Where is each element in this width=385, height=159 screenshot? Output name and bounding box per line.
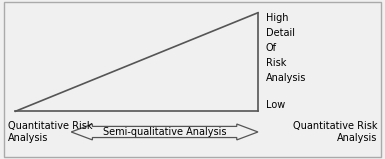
Text: Quantitative Risk
Analysis: Quantitative Risk Analysis	[8, 121, 92, 143]
Text: High: High	[266, 13, 288, 23]
Polygon shape	[71, 124, 258, 140]
Text: Semi-qualitative Analysis: Semi-qualitative Analysis	[103, 127, 226, 137]
Text: Detail
Of
Risk
Analysis: Detail Of Risk Analysis	[266, 28, 306, 83]
Text: Quantitative Risk
Analysis: Quantitative Risk Analysis	[293, 121, 377, 143]
Text: Low: Low	[266, 100, 285, 110]
